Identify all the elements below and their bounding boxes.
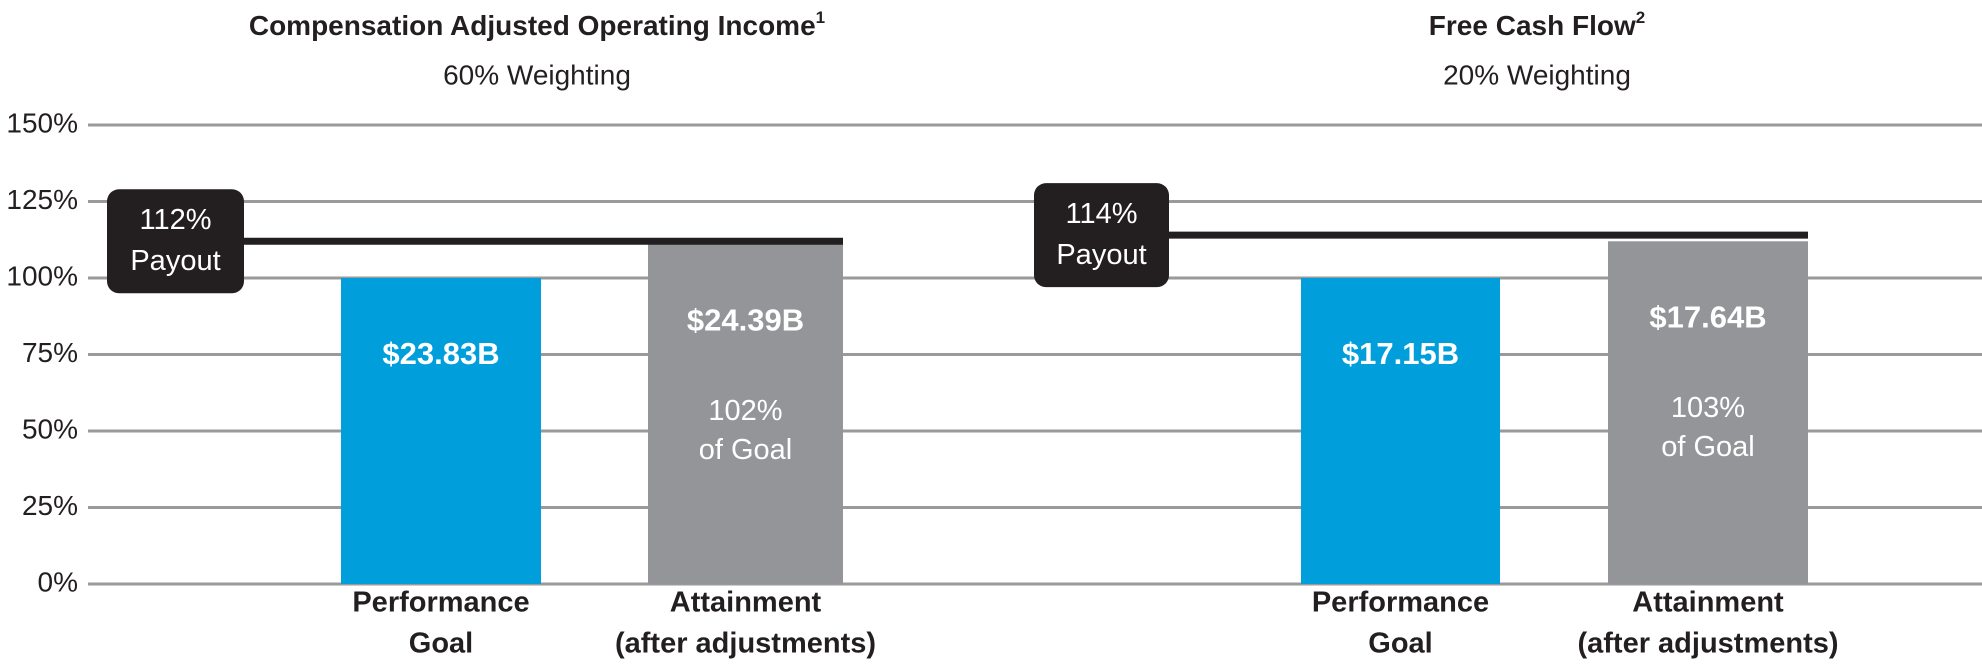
y-tick-label: 75% bbox=[22, 337, 78, 368]
chart-title: Compensation Adjusted Operating Income1 bbox=[249, 8, 825, 41]
bar-amount: $23.83B bbox=[382, 336, 499, 371]
payout-label: Payout bbox=[130, 245, 220, 277]
payout-box bbox=[1034, 183, 1169, 288]
payout-label: Payout bbox=[1056, 239, 1146, 271]
y-tick-label: 25% bbox=[22, 490, 78, 521]
y-tick-label: 0% bbox=[38, 566, 78, 597]
x-tick-label: Performance bbox=[352, 587, 529, 619]
chart-title: Free Cash Flow2 bbox=[1429, 8, 1645, 41]
bar bbox=[1301, 278, 1500, 584]
bar bbox=[648, 244, 843, 584]
x-tick-label: (after adjustments) bbox=[615, 628, 876, 660]
x-tick-label: (after adjustments) bbox=[1577, 628, 1838, 660]
chart-subtitle: 60% Weighting bbox=[443, 59, 631, 90]
title-footnote: 1 bbox=[816, 8, 825, 27]
bar-amount: $24.39B bbox=[687, 303, 804, 338]
payout-box bbox=[107, 189, 244, 294]
bar-amount: $17.64B bbox=[1649, 299, 1766, 334]
attainment-note: of Goal bbox=[699, 434, 793, 466]
x-tick-label: Goal bbox=[409, 628, 473, 660]
x-tick-label: Goal bbox=[1368, 628, 1432, 660]
title-text: Free Cash Flow bbox=[1429, 10, 1636, 41]
payout-value: 114% bbox=[1065, 198, 1137, 230]
title-footnote: 2 bbox=[1636, 8, 1645, 27]
x-tick-label: Attainment bbox=[1632, 587, 1784, 619]
payout-value: 112% bbox=[139, 204, 211, 236]
bar-amount: $17.15B bbox=[1342, 336, 1459, 371]
y-tick-label: 100% bbox=[6, 260, 78, 291]
y-tick-label: 125% bbox=[6, 184, 78, 215]
bar bbox=[1608, 241, 1808, 584]
attainment-note: of Goal bbox=[1661, 431, 1755, 463]
chart-subtitle: 20% Weighting bbox=[1443, 59, 1631, 90]
attainment-note: 102% bbox=[708, 395, 782, 427]
y-tick-label: 50% bbox=[22, 413, 78, 444]
title-text: Compensation Adjusted Operating Income bbox=[249, 10, 816, 41]
y-tick-label: 150% bbox=[6, 107, 78, 138]
x-tick-label: Attainment bbox=[670, 587, 822, 619]
attainment-note: 103% bbox=[1671, 392, 1745, 424]
bar bbox=[341, 278, 541, 584]
x-tick-label: Performance bbox=[1312, 587, 1489, 619]
